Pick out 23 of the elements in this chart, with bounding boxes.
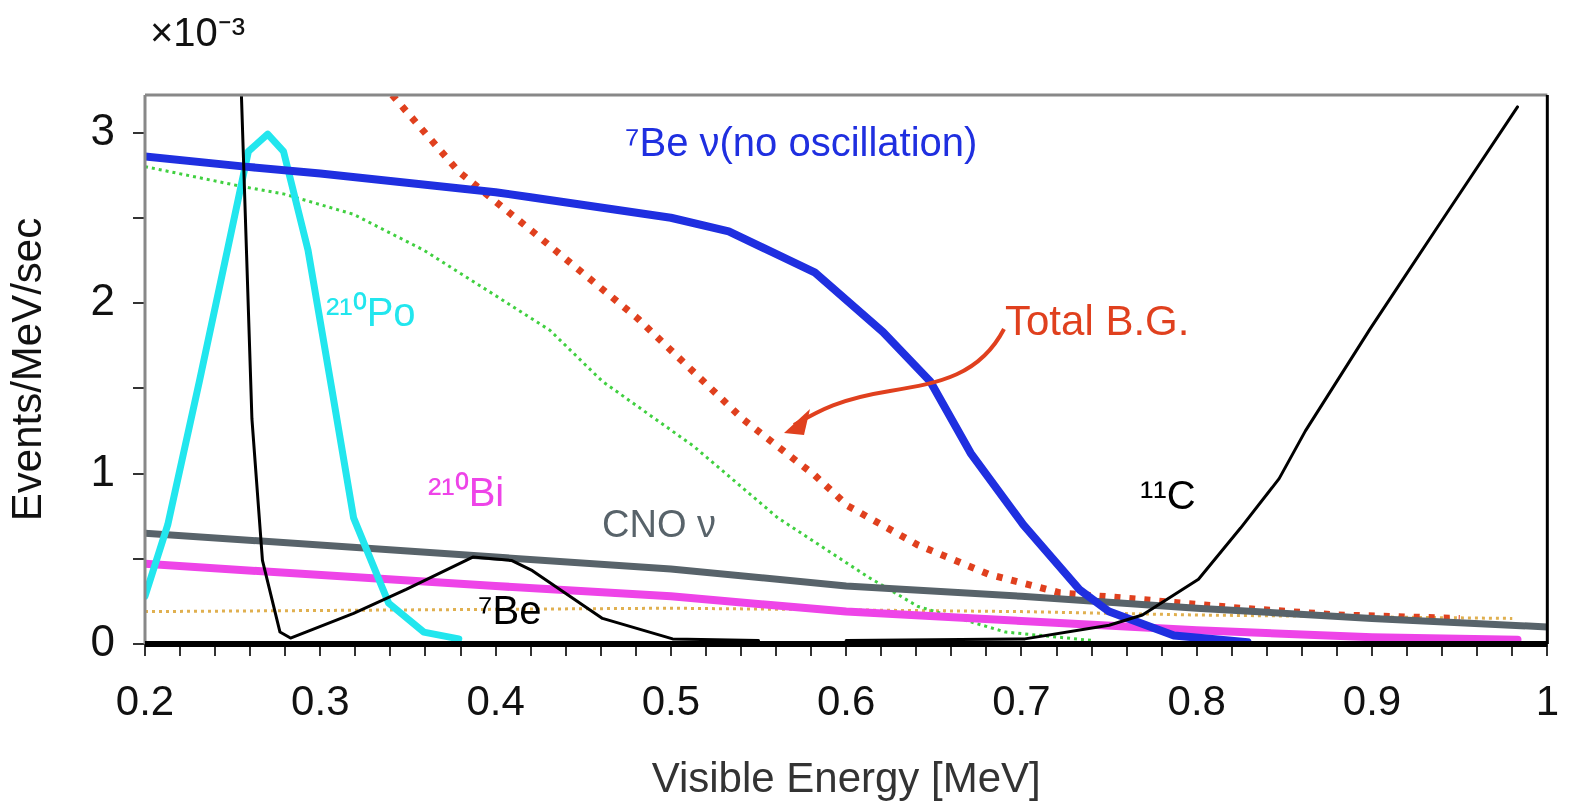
- text: Total B.G.: [1005, 297, 1190, 344]
- series-label: ²¹⁰Bi: [428, 470, 505, 514]
- y-tick-label: 1: [90, 445, 115, 495]
- x-tick-label: 0.4: [466, 676, 525, 724]
- x-tick-label: 0.6: [816, 676, 876, 724]
- y-tick-label: 3: [90, 104, 115, 154]
- x-tick-label: 0.5: [641, 676, 701, 724]
- series-label: ⁷Be: [478, 588, 542, 632]
- x-tick-label: 0.2: [115, 676, 175, 724]
- y-tick-label: 0: [90, 616, 115, 666]
- y-axis-title: Events/MeV/sec: [2, 217, 50, 522]
- x-tick-label: 0.7: [992, 676, 1051, 724]
- x-axis-title: Visible Energy [MeV]: [651, 754, 1041, 802]
- text: ×10⁻³: [150, 10, 246, 54]
- series-label: CNO ν: [602, 503, 716, 545]
- x-tick-label: 0.9: [1342, 676, 1402, 724]
- x-tick-label: 0.3: [291, 676, 350, 724]
- series-label: ²¹⁰Po: [326, 290, 416, 334]
- series-label: ⁷Be ν(no oscillation): [625, 120, 978, 164]
- y-tick-label: 2: [90, 275, 115, 325]
- x-tick-label: 1: [1535, 676, 1559, 724]
- series-label: ¹¹C: [1140, 473, 1196, 517]
- x-tick-label: 0.8: [1167, 676, 1226, 724]
